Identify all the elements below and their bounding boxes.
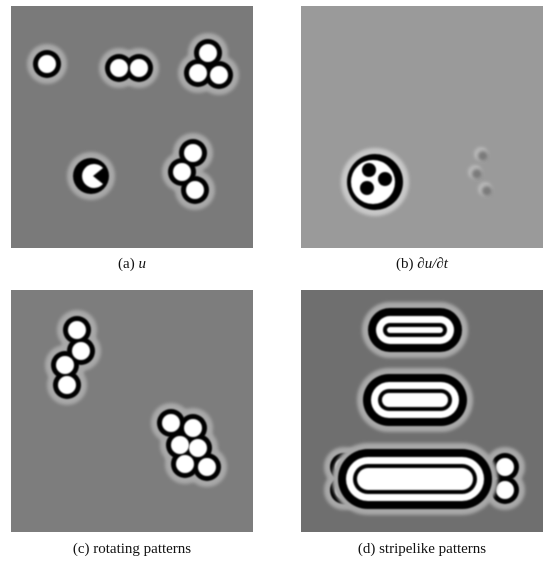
pattern-shape	[176, 455, 194, 473]
pattern-shape	[378, 172, 392, 186]
pattern-shape	[184, 419, 202, 437]
pattern-shape	[482, 186, 492, 196]
pattern-shape	[189, 439, 207, 457]
figure: (a) u (b) ∂u/∂t (c) rotating patterns (d…	[0, 0, 546, 564]
pattern-shape	[198, 458, 216, 476]
pattern-shape	[162, 414, 180, 432]
pattern-shape	[68, 321, 86, 339]
panel-a	[11, 6, 253, 248]
pattern-shape	[72, 342, 90, 360]
pattern-shape	[58, 376, 76, 394]
pattern-shape	[210, 66, 228, 84]
pattern-shape	[362, 163, 376, 177]
pattern-shape	[184, 144, 202, 162]
pattern-shape	[387, 327, 443, 333]
pattern-shape	[496, 458, 514, 476]
pattern-shape	[360, 181, 374, 195]
pattern-shape	[56, 356, 74, 374]
caption-b: (b) ∂u/∂t	[396, 256, 449, 272]
panel-c	[11, 290, 253, 532]
caption-c: (c) rotating patterns	[73, 541, 191, 557]
caption-d: (d) stripelike patterns	[358, 541, 486, 557]
pattern-shape	[199, 44, 217, 62]
caption-a: (a) u	[118, 256, 146, 272]
pattern-shape	[110, 59, 128, 77]
panel-d	[301, 290, 543, 532]
pattern-shape	[38, 55, 56, 73]
pattern-shape	[472, 169, 482, 179]
pattern-shape	[189, 64, 207, 82]
pattern-shape	[173, 163, 191, 181]
pattern-shape	[171, 436, 189, 454]
pattern-shape	[357, 468, 473, 490]
panel-b	[301, 6, 543, 248]
pattern-shape	[130, 59, 148, 77]
pattern-shape	[186, 181, 204, 199]
pattern-shape	[478, 151, 488, 161]
pattern-shape	[382, 393, 448, 407]
pattern-shape	[496, 481, 514, 499]
